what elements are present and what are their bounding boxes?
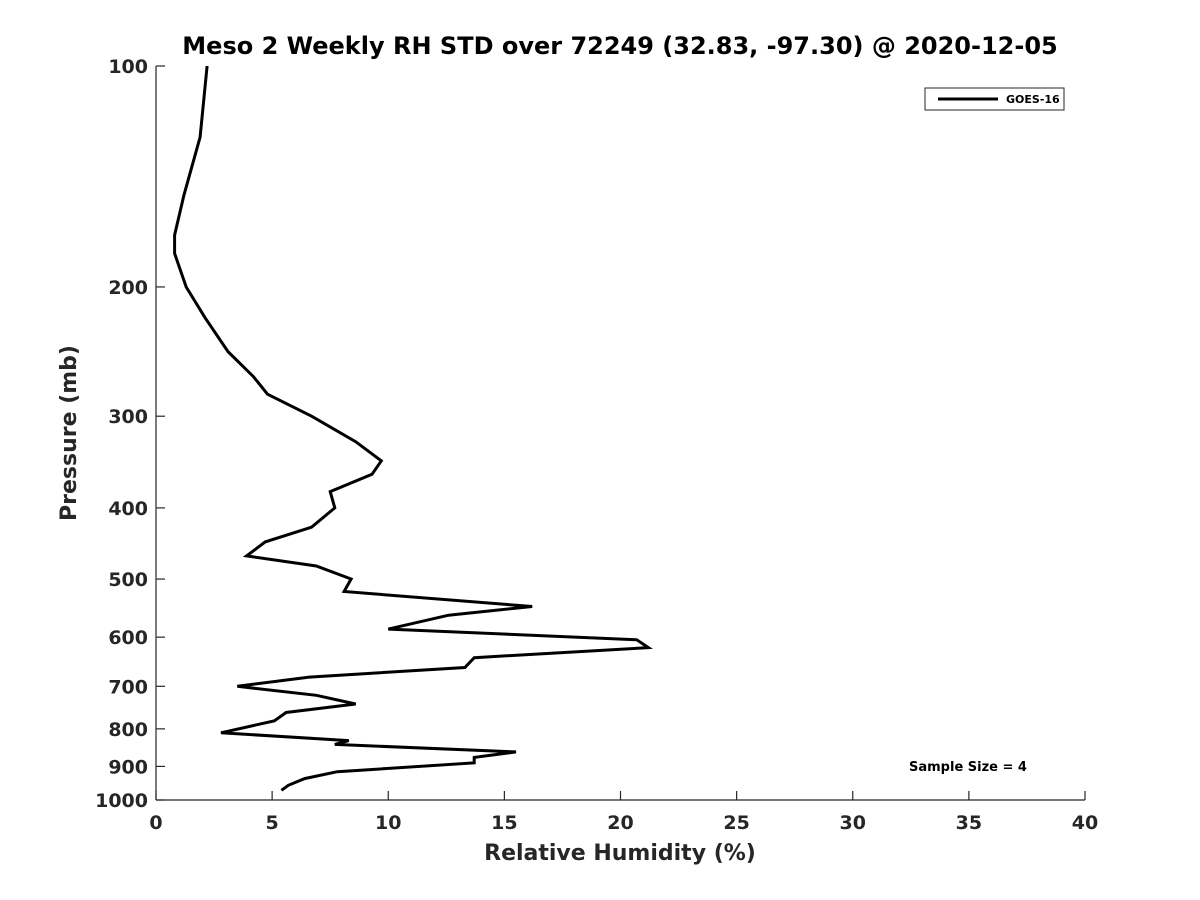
x-tick-label: 15 <box>491 812 517 834</box>
sample-size-annotation: Sample Size = 4 <box>909 760 1027 775</box>
x-axis-ticks: 0 5 10 15 20 25 30 35 40 <box>149 791 1098 834</box>
y-tick-label: 200 <box>108 277 148 299</box>
y-tick-label: 500 <box>108 569 148 591</box>
y-axis-ticks: 100 200 300 400 500 600 700 800 900 1000 <box>95 56 165 812</box>
y-tick-label: 300 <box>108 406 148 428</box>
x-tick-label: 20 <box>607 812 633 834</box>
x-tick-label: 5 <box>266 812 279 834</box>
legend-label-goes-16: GOES-16 <box>1006 93 1060 106</box>
y-tick-label: 400 <box>108 498 148 520</box>
series-group <box>173 65 653 792</box>
x-tick-label: 25 <box>723 812 749 834</box>
x-tick-label: 0 <box>149 812 162 834</box>
axes <box>155 66 1085 801</box>
y-tick-label: 900 <box>108 756 148 778</box>
y-tick-label: 600 <box>108 627 148 649</box>
y-axis-label: Pressure (mb) <box>57 345 82 521</box>
x-tick-label: 10 <box>375 812 401 834</box>
legend: GOES-16 <box>924 87 1065 111</box>
x-axis-label: Relative Humidity (%) <box>484 841 756 866</box>
x-tick-label: 40 <box>1072 812 1098 834</box>
y-tick-label: 700 <box>108 676 148 698</box>
series-line-goes-16 <box>173 65 653 792</box>
y-tick-label: 800 <box>108 719 148 741</box>
y-tick-label: 100 <box>108 56 148 78</box>
x-tick-label: 30 <box>840 812 866 834</box>
chart-title: Meso 2 Weekly RH STD over 72249 (32.83, … <box>182 32 1057 60</box>
y-tick-label: 1000 <box>95 790 148 812</box>
x-tick-label: 35 <box>956 812 982 834</box>
